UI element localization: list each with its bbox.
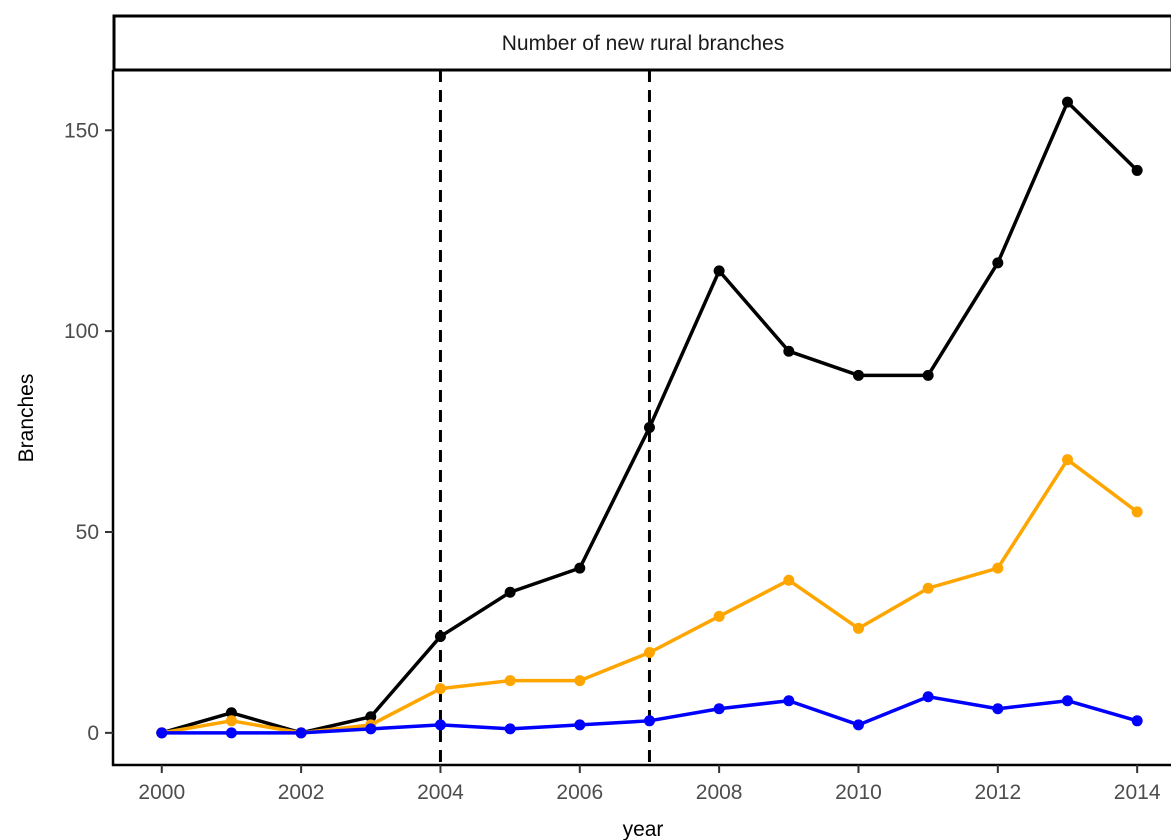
data-point (156, 727, 168, 739)
chart-title: Number of new rural branches (502, 32, 784, 55)
data-point (783, 345, 795, 357)
data-point (574, 675, 586, 687)
data-point (922, 582, 934, 594)
data-point (365, 711, 377, 723)
data-point (574, 562, 586, 574)
data-point (504, 723, 516, 735)
data-point (992, 703, 1004, 715)
data-point (434, 630, 446, 642)
data-point (713, 265, 725, 277)
data-point (643, 422, 655, 434)
x-tick-label: 2008 (696, 781, 743, 804)
data-point (852, 719, 864, 731)
data-point (504, 675, 516, 687)
data-point (1061, 96, 1073, 108)
x-tick-label: 2002 (278, 781, 325, 804)
data-point (713, 703, 725, 715)
strip-box (112, 14, 1171, 72)
data-point (1131, 164, 1143, 176)
data-point (225, 707, 237, 719)
data-point (852, 369, 864, 381)
data-point (434, 719, 446, 731)
data-point (992, 562, 1004, 574)
data-point (225, 715, 237, 727)
x-axis-title: year (623, 818, 664, 840)
x-tick-label: 2004 (417, 781, 464, 804)
x-tick-label: 2000 (138, 781, 185, 804)
data-point (783, 574, 795, 586)
data-point (922, 369, 934, 381)
x-tick-label: 2006 (556, 781, 603, 804)
y-tick-label: 0 (87, 722, 99, 745)
data-point (574, 719, 586, 731)
data-point (643, 715, 655, 727)
y-tick-label: 100 (64, 320, 99, 343)
data-point (504, 586, 516, 598)
facet-strip: Number of new rural branches (112, 14, 1171, 72)
data-point (225, 727, 237, 739)
data-point (1061, 454, 1073, 466)
axis-ticks: 2000 2002 2004 2006 2008 2010 2012 2014 0 50 100 15… (64, 119, 1161, 804)
y-axis-title: Branches (15, 374, 38, 463)
y-tick-label: 150 (64, 119, 99, 142)
x-tick-label: 2012 (974, 781, 1021, 804)
data-point (922, 691, 934, 703)
x-tick-label: 2010 (835, 781, 882, 804)
series-0 (156, 96, 1143, 739)
data-point (434, 683, 446, 695)
data-point (783, 695, 795, 707)
data-point (1131, 715, 1143, 727)
data-point (1061, 695, 1073, 707)
data-point (295, 727, 307, 739)
data-point (852, 622, 864, 634)
y-tick-label: 50 (76, 521, 99, 544)
data-point (713, 610, 725, 622)
plot-area (156, 70, 1143, 765)
data-point (992, 257, 1004, 269)
data-point (643, 647, 655, 659)
x-tick-label: 2014 (1114, 781, 1161, 804)
data-point (365, 723, 377, 735)
data-point (1131, 506, 1143, 518)
series-2 (156, 691, 1143, 739)
